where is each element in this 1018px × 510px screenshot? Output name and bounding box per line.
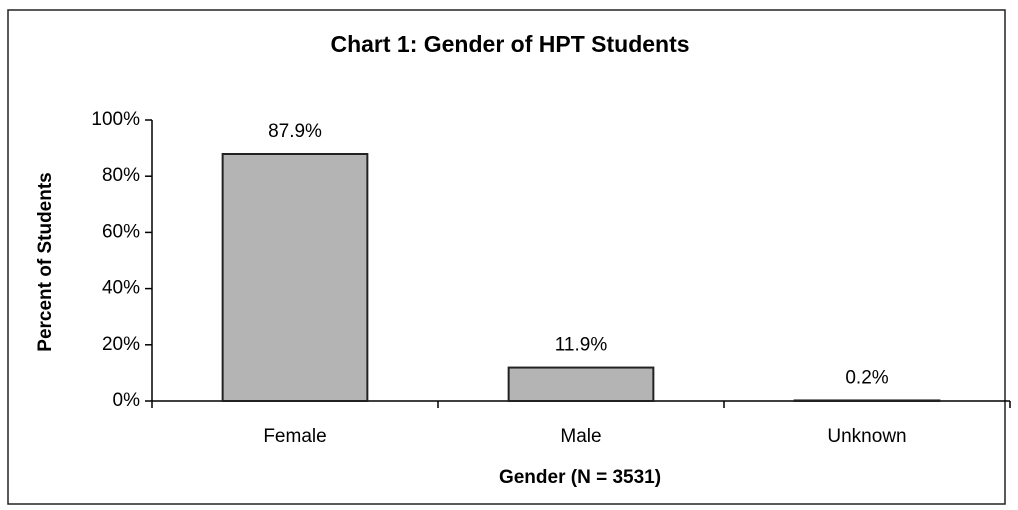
bar: [793, 399, 941, 402]
value-label: 11.9%: [555, 335, 608, 356]
y-tick-label: 0%: [113, 390, 141, 411]
y-axis-label: Percent of Students: [35, 172, 56, 351]
value-label: 0.2%: [845, 367, 888, 388]
chart-border: [7, 9, 1006, 505]
x-tick-label: Female: [263, 426, 326, 447]
x-tick-label: Male: [560, 426, 601, 447]
bar: [221, 153, 369, 402]
y-tick-label: 100%: [91, 109, 140, 130]
y-tick-label: 80%: [102, 165, 140, 186]
value-label: 87.9%: [268, 121, 322, 142]
y-tick-label: 60%: [102, 221, 140, 242]
y-tick-label: 20%: [102, 334, 140, 355]
x-tick-label: Unknown: [827, 426, 906, 447]
x-axis-label: Gender (N = 3531): [499, 467, 661, 488]
y-tick-label: 40%: [102, 278, 140, 299]
bar: [507, 366, 655, 403]
chart-title: Chart 1: Gender of HPT Students: [330, 31, 689, 57]
